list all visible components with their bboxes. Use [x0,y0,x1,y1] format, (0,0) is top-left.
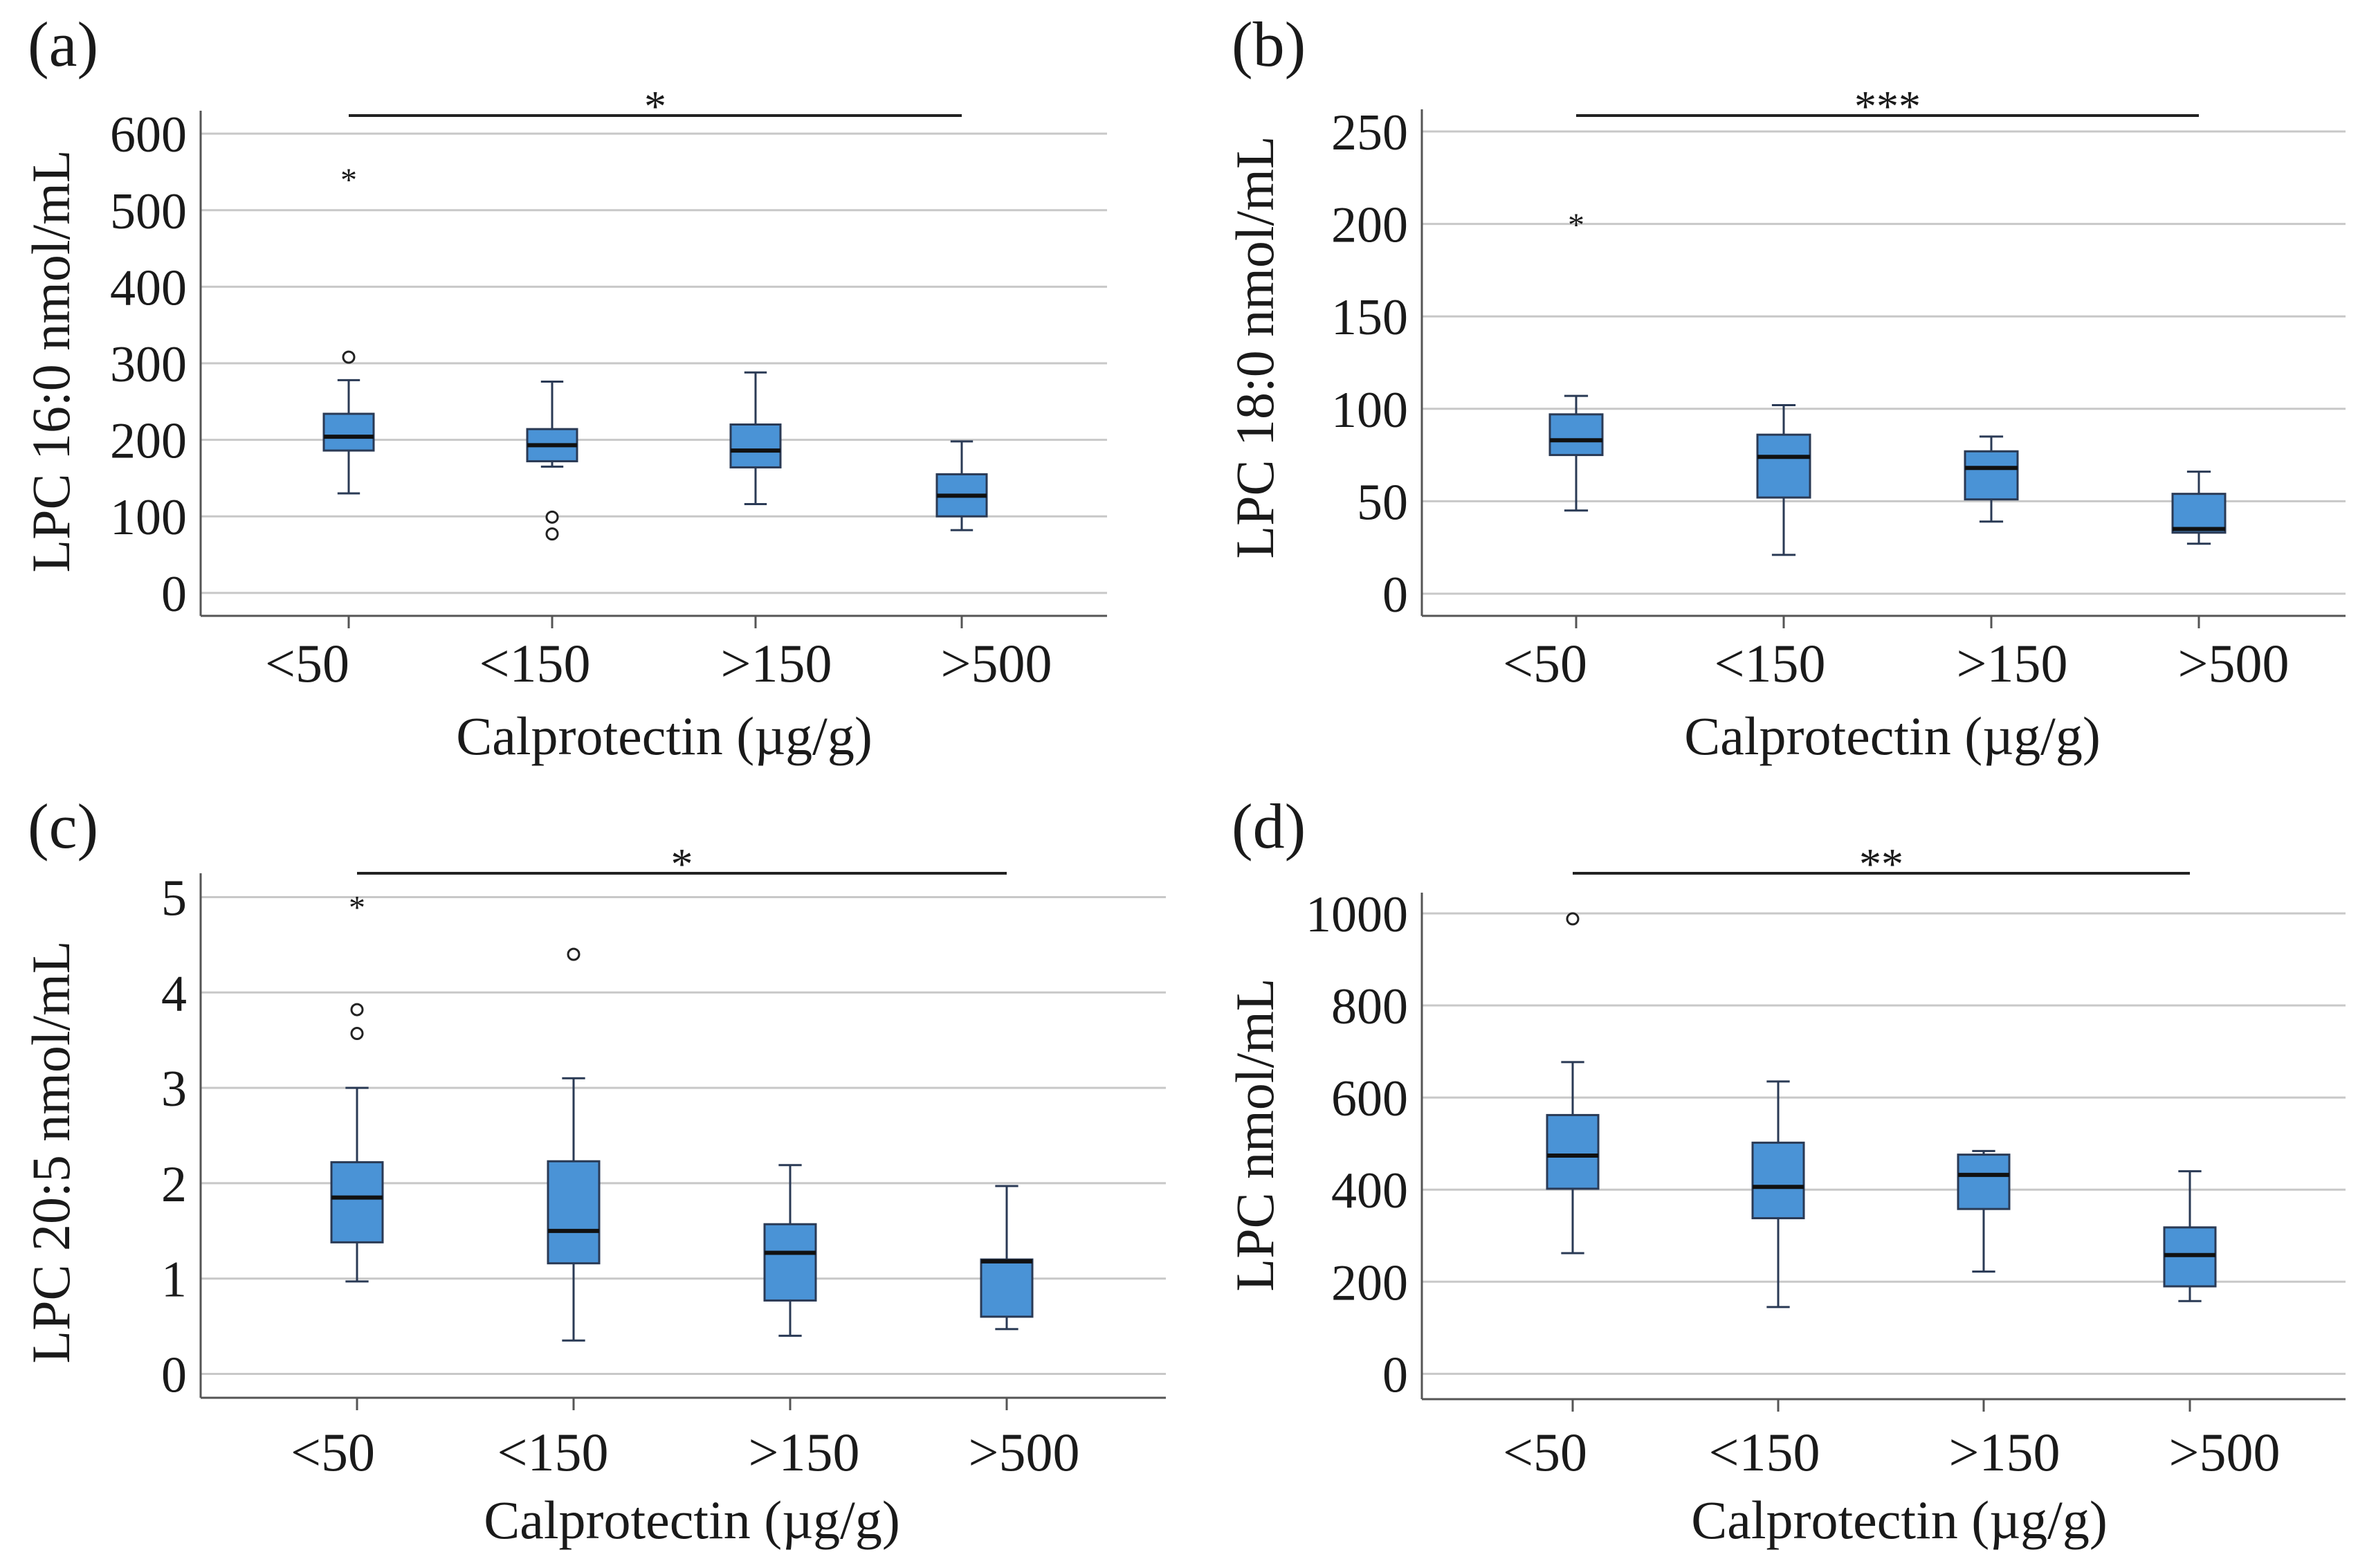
x-tick-label: >150 [1957,633,2068,693]
plot-area: 0 100 200 300 400 500 600 <50 <150 >150 >500 * * [110,82,1107,693]
box [763,1223,817,1302]
y-axis-title: LPC 20:5 nmol/mL [21,940,81,1363]
extreme-point: * [1568,207,1584,244]
y-tick-label: 800 [1331,978,1408,1035]
box [980,1258,1034,1318]
outlier-point [350,1027,364,1041]
y-tick-label: 500 [110,183,187,240]
x-tick-label: <150 [497,1422,609,1482]
y-tick-label: 200 [1331,197,1408,254]
x-axis-title: Calprotectin (µg/g) [1684,706,2101,766]
plot-area: 0 200 400 600 800 1000 <50 <150 >150 >500 ** [1306,839,2346,1482]
significance-label: * [671,839,693,888]
y-tick-label: 400 [1331,1163,1408,1219]
x-tick-label: <150 [1715,633,1826,693]
x-tick-label: <50 [1503,633,1587,693]
y-tick-label: 0 [1382,1347,1408,1403]
y-axis-title: LPC nmol/mL [1225,978,1285,1292]
outlier-point [567,947,581,961]
outlier-point [545,510,559,524]
x-tick-label: >500 [969,1422,1080,1482]
y-tick-label: 100 [1331,382,1408,439]
panel-c: (c) 0 1 2 3 4 5 <50 <150 >150 >500 * * LPC 20:5 nmo… [21,791,1166,1550]
y-tick-label: 0 [161,1347,187,1404]
significance-label: *** [1854,82,1921,131]
box [1548,413,1604,457]
y-tick-label: 2 [161,1156,187,1213]
outlier-point [342,350,356,364]
panel-label: (b) [1232,9,1306,80]
significance-label: * [644,82,666,131]
y-tick-label: 5 [161,870,187,927]
x-tick-label: >150 [721,633,832,693]
y-tick-label: 150 [1331,289,1408,346]
box [547,1160,601,1265]
box [1751,1141,1805,1219]
x-axis-title: Calprotectin (µg/g) [456,706,872,766]
y-tick-label: 100 [110,489,187,546]
x-tick-label: >500 [2169,1422,2281,1482]
y-tick-label: 300 [110,336,187,393]
x-tick-label: <50 [291,1422,375,1482]
x-tick-label: >500 [941,633,1052,693]
y-tick-label: 3 [161,1061,187,1118]
y-tick-label: 600 [110,107,187,163]
y-tick-label: 250 [1331,104,1408,161]
x-tick-label: <50 [265,633,349,693]
outlier-point [1566,912,1580,926]
panel-label: (d) [1232,791,1306,862]
box [330,1161,384,1243]
plot-area: 0 1 2 3 4 5 <50 <150 >150 >500 * * [161,839,1166,1482]
x-axis-title: Calprotectin (µg/g) [1691,1490,2108,1550]
box [1964,450,2019,501]
box [1546,1113,1600,1190]
y-tick-label: 0 [1382,567,1408,623]
y-tick-label: 1 [161,1252,187,1309]
panel-label: (c) [28,791,98,862]
y-tick-label: 4 [161,965,187,1022]
y-tick-label: 600 [1331,1070,1408,1127]
box [2171,493,2227,534]
y-axis-title: LPC 16:0 nmol/mL [21,149,81,572]
x-tick-label: <150 [479,633,591,693]
significance-label: ** [1859,839,1903,888]
box [1756,433,1811,499]
x-tick-label: <50 [1503,1422,1587,1482]
outlier-point [350,1003,364,1017]
y-axis-title: LPC 18:0 nmol/mL [1225,136,1285,558]
x-tick-label: >150 [749,1422,860,1482]
box [1957,1154,2011,1210]
y-tick-label: 1000 [1306,886,1408,943]
panel-label: (a) [28,9,98,80]
panel-a: (a) 0 100 200 300 400 500 600 <50 <150 >150 >500 * *… [21,9,1107,766]
y-tick-label: 400 [110,259,187,316]
y-tick-label: 200 [110,413,187,470]
box [322,412,375,452]
outlier-point [545,527,559,541]
x-tick-label: >500 [2178,633,2290,693]
y-tick-label: 50 [1357,474,1408,531]
x-tick-label: <150 [1709,1422,1820,1482]
box [729,423,782,468]
extreme-point: * [340,162,357,199]
y-tick-label: 200 [1331,1255,1408,1311]
x-tick-label: >150 [1949,1422,2060,1482]
y-tick-label: 0 [161,566,187,623]
panel-d: (d) 0 200 400 600 800 1000 <50 <150 >150 >500 ** L… [1225,791,2346,1550]
extreme-point: * [349,889,365,926]
x-axis-title: Calprotectin (µg/g) [484,1490,900,1550]
